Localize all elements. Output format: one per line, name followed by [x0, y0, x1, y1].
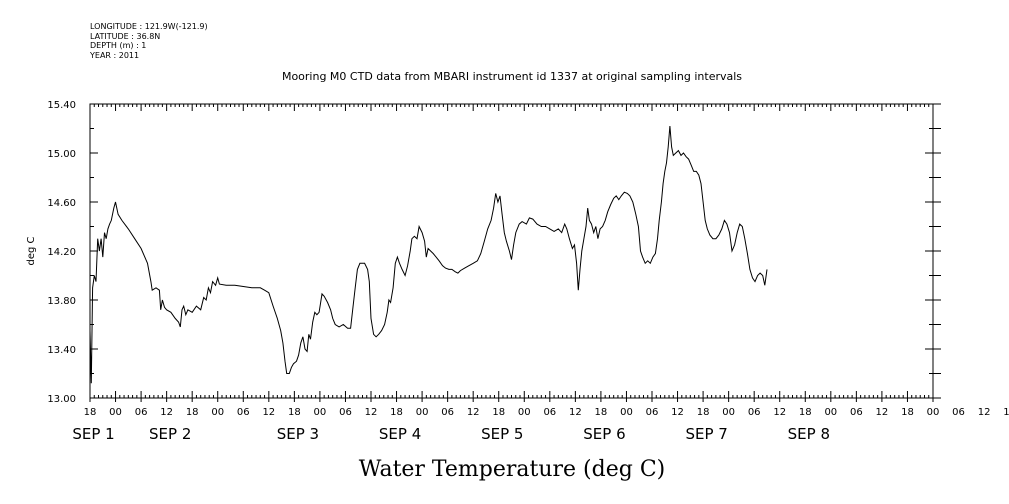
date-label: SEP 3	[277, 425, 319, 443]
y-axis-label: deg C	[26, 236, 37, 265]
y-tick-label: 14.60	[47, 198, 76, 209]
x-tick-label: 00	[927, 407, 940, 418]
x-tick-label: 00	[620, 407, 633, 418]
x-tick-label: 12	[467, 407, 480, 418]
x-tick-label: 00	[518, 407, 531, 418]
chart-xlabel: Water Temperature (deg C)	[359, 457, 666, 482]
plot-frame	[89, 103, 934, 399]
x-tick-label: 00	[722, 407, 735, 418]
x-tick-label: 06	[135, 407, 148, 418]
x-tick-label: 06	[646, 407, 659, 418]
info-longitude: LONGITUDE : 121.9W(-121.9)	[90, 22, 208, 31]
x-tick-label: 06	[339, 407, 352, 418]
info-depth: DEPTH (m) : 1	[90, 41, 147, 50]
x-tick-label: 12	[365, 407, 378, 418]
x-tick-label: 18	[186, 407, 199, 418]
x-tick-label: 18	[1003, 407, 1009, 418]
x-tick-label: 18	[799, 407, 812, 418]
x-tick-label: 18	[595, 407, 608, 418]
info-latitude: LATITUDE : 36.8N	[90, 31, 161, 41]
date-label: SEP 6	[583, 425, 625, 443]
x-tick-label: 06	[543, 407, 556, 418]
x-tick-label: 18	[492, 407, 505, 418]
date-label: SEP 2	[149, 425, 191, 443]
y-tick-label: 13.80	[47, 296, 76, 307]
y-tick-label: 15.40	[47, 100, 76, 111]
station-info: LONGITUDE : 121.9W(-121.9) LATITUDE : 36…	[90, 22, 208, 60]
x-tick-label: 00	[314, 407, 327, 418]
x-tick-label: 00	[109, 407, 122, 418]
x-tick-label: 12	[978, 407, 991, 418]
x-tick-label: 06	[237, 407, 250, 418]
y-tick-label: 13.00	[47, 394, 76, 405]
axis-ticks	[89, 103, 941, 402]
x-tick-label: 18	[697, 407, 710, 418]
x-tick-label: 12	[671, 407, 684, 418]
x-tick-label: 06	[441, 407, 454, 418]
date-label: SEP 4	[379, 425, 421, 443]
x-tick-label: 00	[211, 407, 224, 418]
x-tick-label: 06	[850, 407, 863, 418]
x-tick-label: 06	[748, 407, 761, 418]
x-tick-label: 00	[416, 407, 429, 418]
y-tick-labels: 13.00 13.40 13.80 14.20 14.60 15.00 15.40	[47, 100, 76, 405]
x-tick-label: 12	[773, 407, 786, 418]
x-tick-label: 12	[262, 407, 275, 418]
y-tick-label: 14.20	[47, 247, 76, 258]
date-label: SEP 7	[685, 425, 727, 443]
temperature-series-line	[89, 125, 768, 384]
x-tick-label: 12	[876, 407, 889, 418]
x-tick-label: 18	[84, 407, 97, 418]
date-labels: SEP 1 SEP 2 SEP 3 SEP 4 SEP 5 SEP 6 SEP 7 SEP 8	[72, 425, 830, 443]
x-tick-label: 18	[390, 407, 403, 418]
x-tick-label: 12	[569, 407, 582, 418]
x-tick-labels: 18 00 06 12 18 00 06 12 18 00 06 12 18 00 06 12 18 00 06 12…	[84, 407, 1009, 418]
x-tick-label: 18	[288, 407, 301, 418]
date-label: SEP 1	[72, 425, 114, 443]
date-label: SEP 8	[788, 425, 830, 443]
date-label: SEP 5	[481, 425, 523, 443]
y-tick-label: 15.00	[47, 149, 76, 160]
x-tick-label: 12	[160, 407, 173, 418]
x-tick-label: 00	[824, 407, 837, 418]
y-tick-label: 13.40	[47, 345, 76, 356]
x-tick-label: 06	[952, 407, 965, 418]
chart-title: Mooring M0 CTD data from MBARI instrumen…	[282, 70, 742, 83]
info-year: YEAR : 2011	[90, 50, 140, 60]
x-tick-label: 18	[901, 407, 914, 418]
